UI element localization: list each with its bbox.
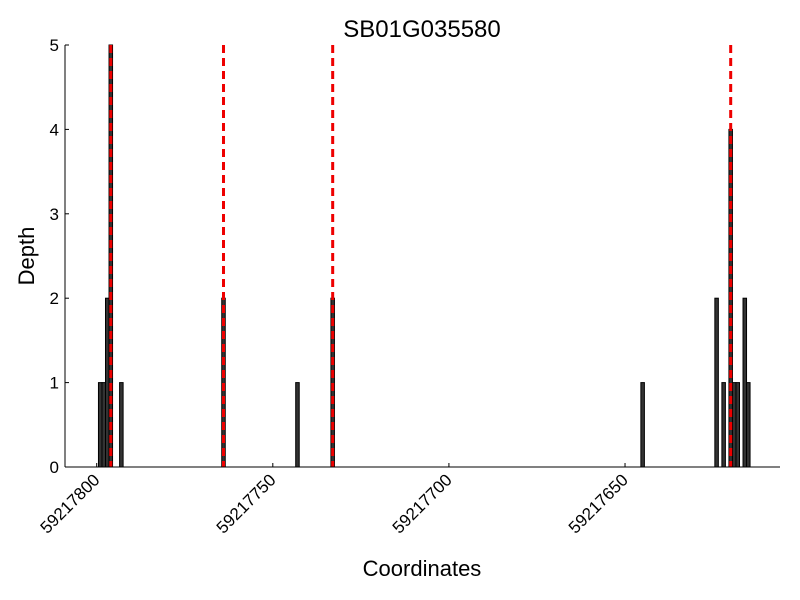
bar — [714, 297, 719, 468]
x-tick-label: 59217800 — [37, 470, 104, 537]
bar — [731, 382, 737, 468]
bar — [105, 297, 110, 468]
y-tick-label: 0 — [50, 458, 59, 477]
y-tick-label: 2 — [50, 289, 59, 308]
bar — [97, 382, 103, 468]
bar — [101, 382, 107, 468]
bar — [295, 382, 300, 468]
bar — [640, 382, 645, 468]
y-tick-label: 3 — [50, 205, 59, 224]
y-tick-label: 5 — [50, 36, 59, 55]
bar — [721, 382, 726, 468]
bar — [746, 382, 751, 468]
x-tick-label: 59217750 — [213, 470, 280, 537]
chart-title: SB01G035580 — [343, 16, 500, 43]
y-axis-label: Depth — [14, 227, 39, 286]
bar — [742, 297, 748, 468]
bar — [119, 382, 124, 468]
x-tick-label: 59217650 — [565, 470, 632, 537]
x-tick-label: 59217700 — [389, 470, 456, 537]
bar — [735, 382, 740, 468]
y-tick-label: 4 — [50, 120, 59, 139]
x-axis-label: Coordinates — [363, 556, 482, 581]
y-tick-label: 1 — [50, 374, 59, 393]
